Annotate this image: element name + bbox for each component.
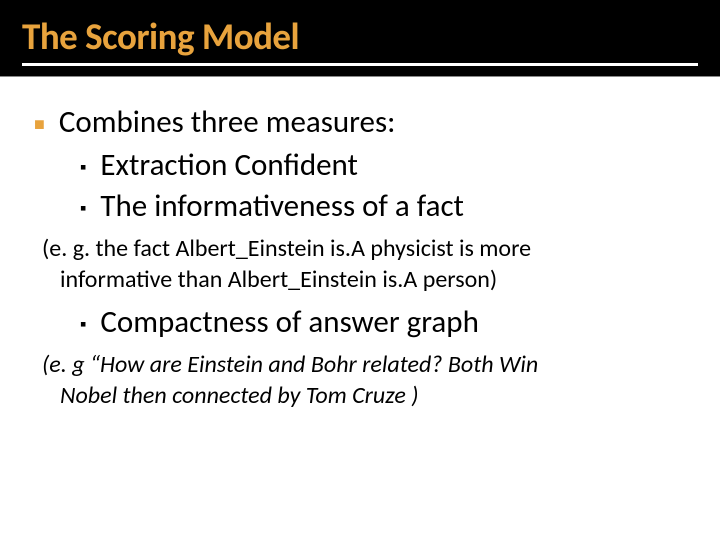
example-note: (e. g. the fact Albert_Einstein is.A phy…: [42, 233, 686, 295]
bullet-text: Combines three measures:: [59, 103, 396, 142]
bullet-text: Compactness of answer graph: [100, 303, 478, 343]
title-band: The Scoring Model: [0, 0, 720, 77]
slide-title: The Scoring Model: [22, 14, 698, 66]
bullet-marker-l2: ▪: [80, 313, 86, 336]
bullet-marker-l2: ▪: [80, 197, 86, 220]
note-line: (e. g. the fact Albert_Einstein is.A phy…: [42, 234, 531, 263]
bullet-level2: ▪ The informativeness of a fact: [80, 187, 686, 227]
bullet-level2: ▪ Compactness of answer graph: [80, 303, 686, 343]
note-line: (e. g “How are Einstein and Bohr related…: [42, 350, 538, 379]
example-note: (e. g “How are Einstein and Bohr related…: [42, 349, 686, 411]
bullet-marker-l2: ▪: [80, 156, 86, 179]
bullet-text: The informativeness of a fact: [100, 187, 464, 227]
slide-content: ■ Combines three measures: ▪ Extraction …: [0, 77, 720, 412]
note-line: informative than Albert_Einstein is.A pe…: [42, 264, 686, 295]
note-line: Nobel then connected by Tom Cruze ): [42, 380, 686, 411]
bullet-level1: ■ Combines three measures:: [34, 103, 686, 142]
bullet-marker-l1: ■: [34, 113, 45, 136]
bullet-text: Extraction Confident: [100, 146, 358, 186]
bullet-level2: ▪ Extraction Confident: [80, 146, 686, 186]
